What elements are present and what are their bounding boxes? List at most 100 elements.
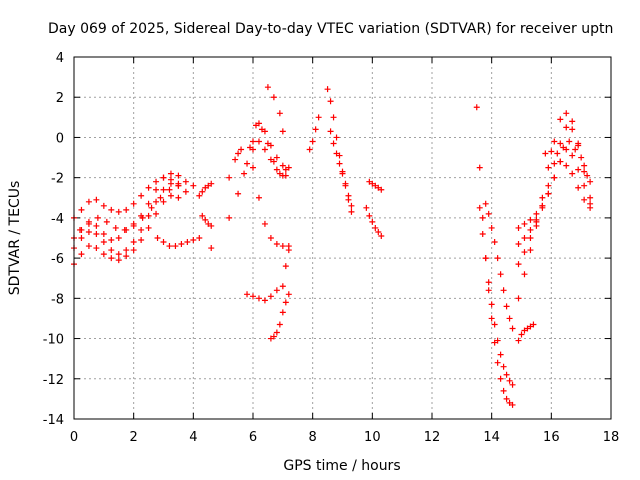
data-point: [145, 200, 152, 207]
data-point: [545, 164, 552, 171]
x-tick-label: 8: [309, 430, 317, 445]
series-arc-16: [264, 84, 286, 135]
data-point: [551, 160, 558, 167]
data-point: [175, 182, 182, 189]
data-point: [578, 154, 585, 161]
data-point: [93, 245, 100, 252]
data-point: [309, 138, 316, 145]
data-point: [153, 198, 160, 205]
series-arc-21: [363, 204, 385, 239]
series-arc-24: [476, 204, 516, 388]
data-point: [551, 174, 558, 181]
data-point: [333, 150, 340, 157]
data-point: [521, 271, 528, 278]
data-point: [100, 251, 107, 258]
data-point: [339, 170, 346, 177]
data-point: [515, 261, 522, 268]
data-point: [166, 243, 173, 250]
data-point: [551, 138, 558, 145]
data-point: [235, 150, 242, 157]
series-arc-6: [154, 235, 203, 250]
data-point: [485, 279, 492, 286]
data-point: [270, 94, 277, 101]
data-point: [167, 176, 174, 183]
series-arc-8: [199, 212, 215, 229]
series-arc-31: [542, 138, 591, 179]
data-point: [503, 303, 510, 310]
data-point: [563, 162, 570, 169]
y-tick-label: 4: [56, 51, 64, 66]
data-point: [78, 235, 85, 241]
data-point: [78, 206, 85, 213]
series-arc-17: [279, 247, 292, 290]
data-point: [261, 128, 268, 135]
data-point: [108, 247, 115, 254]
data-point: [208, 180, 215, 187]
data-point: [533, 216, 540, 223]
data-point: [479, 214, 486, 221]
data-point: [503, 371, 510, 378]
data-point: [139, 214, 146, 221]
x-tick-label: 6: [249, 430, 257, 445]
data-point: [267, 235, 274, 241]
data-point: [527, 247, 534, 254]
data-point: [485, 287, 492, 294]
data-point: [575, 142, 582, 149]
data-point: [509, 325, 516, 332]
data-point: [182, 188, 189, 195]
data-point: [369, 218, 376, 225]
data-point: [160, 198, 167, 205]
data-point: [569, 126, 576, 133]
data-point: [160, 174, 167, 181]
y-tick-label: -10: [43, 333, 64, 348]
data-point: [273, 287, 280, 294]
x-tick-label: 2: [130, 430, 138, 445]
data-point: [494, 255, 501, 262]
data-point: [500, 287, 507, 294]
data-point: [569, 170, 576, 177]
data-point: [500, 363, 507, 370]
data-point: [108, 255, 115, 262]
data-point: [123, 247, 130, 254]
data-point: [167, 192, 174, 199]
y-axis-label: SDTVAR / TECUs: [7, 181, 23, 296]
data-point: [581, 196, 588, 203]
data-point: [539, 202, 546, 209]
data-point: [342, 180, 349, 187]
data-point: [273, 329, 280, 336]
data-point: [581, 168, 588, 175]
data-point: [235, 190, 242, 197]
plot-frame: [73, 56, 612, 420]
data-point: [488, 301, 495, 308]
series-arc-5: [76, 182, 182, 233]
data-point: [121, 226, 128, 233]
data-point: [497, 351, 504, 358]
grid-lines: [74, 57, 611, 419]
data-point: [148, 204, 155, 211]
series-arc-11: [244, 138, 289, 179]
series-arc-30: [515, 158, 594, 231]
x-tick-label: 10: [364, 430, 381, 445]
data-point: [509, 381, 516, 388]
data-point: [184, 239, 191, 246]
data-point: [100, 239, 107, 246]
data-point: [366, 212, 373, 219]
data-point: [569, 118, 576, 125]
y-tick-label: -14: [43, 413, 64, 428]
y-tick-label: -6: [51, 252, 64, 267]
data-point: [112, 224, 119, 231]
data-point: [473, 104, 480, 111]
data-points: [71, 84, 594, 408]
data-point: [348, 202, 355, 209]
data-point: [166, 186, 173, 193]
data-point: [557, 140, 564, 147]
data-point: [488, 315, 495, 322]
data-point: [100, 230, 107, 237]
y-axis-ticks: -14 -12 -10 -8 -6 -4 -2 0 2 4: [43, 51, 611, 428]
y-tick-label: -2: [51, 172, 64, 187]
data-point: [560, 144, 567, 151]
data-point: [190, 182, 197, 189]
data-point: [533, 210, 540, 217]
data-point: [476, 164, 483, 171]
data-point: [232, 156, 239, 163]
